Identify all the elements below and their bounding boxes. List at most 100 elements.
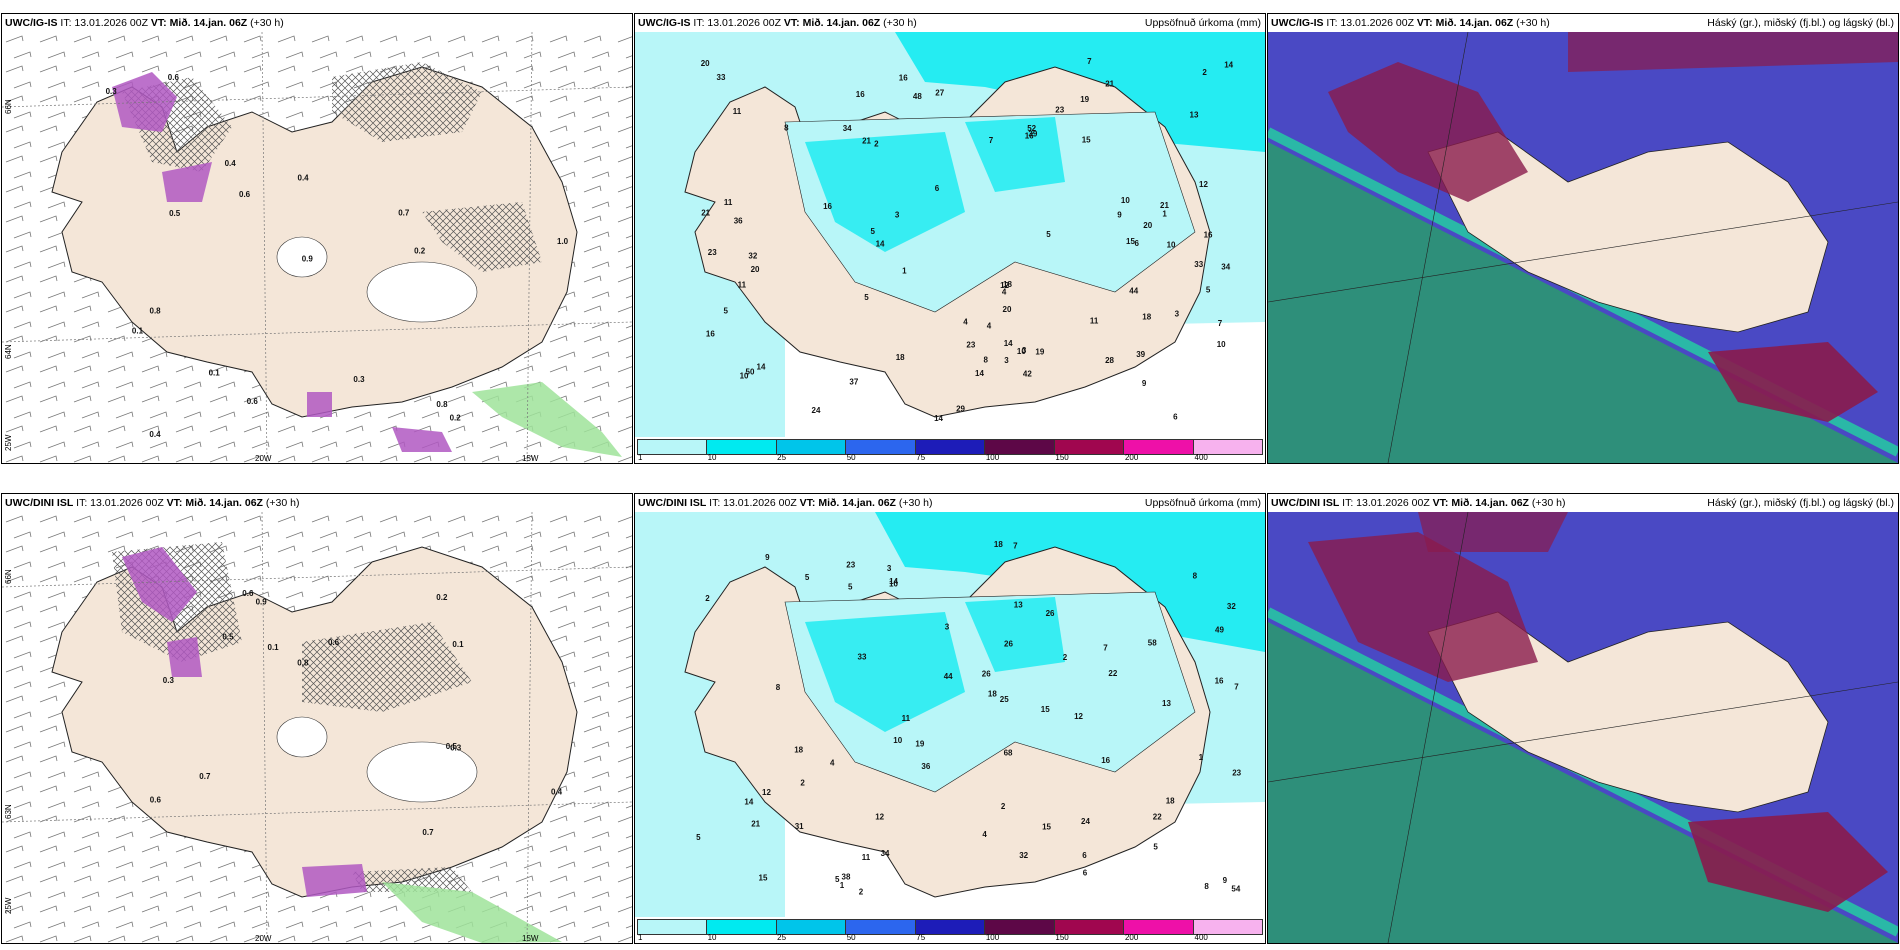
map-value-label: 14 — [876, 239, 885, 248]
map-value-label: 14 — [975, 369, 984, 378]
map-value-label: 0.5 — [222, 633, 234, 642]
map-value-label: 11 — [1090, 317, 1099, 326]
map-value-label: 15 — [1042, 823, 1051, 832]
legend-tick-label: 50 — [846, 933, 856, 942]
map-value-label: 0.6 — [150, 795, 162, 804]
map-value-label: 0.6 — [328, 638, 340, 647]
model-name: UWC/IG-IS — [5, 17, 58, 29]
init-time: IT: 13.01.2026 00Z — [693, 17, 781, 29]
map-value-label: 6 — [1083, 868, 1088, 877]
map-value-label: 58 — [1148, 639, 1157, 648]
init-time: IT: 13.01.2026 00Z — [709, 497, 797, 509]
map-value-label: 52 — [1027, 124, 1036, 133]
legend-swatch — [985, 920, 1055, 934]
map-value-label: 48 — [913, 92, 922, 101]
map-value-label: 0.6 — [242, 589, 254, 598]
map-value-label: 21 — [1105, 80, 1114, 89]
map-value-label: 7 — [1218, 319, 1223, 328]
map-value-label: 22 — [1108, 669, 1117, 678]
map-value-label: 12 — [1074, 712, 1083, 721]
map-value-label: 13 — [1014, 601, 1023, 610]
map-value-label: 18 — [1003, 280, 1012, 289]
map-value-label: 1 — [902, 267, 907, 276]
map-value-label: 4 — [987, 321, 992, 330]
map-value-label: 5 — [1206, 285, 1211, 294]
legend-swatch — [985, 440, 1055, 454]
legend-swatch — [776, 440, 847, 454]
map-value-label: 0.8 — [150, 306, 162, 315]
map-value-label: 15 — [1082, 135, 1091, 144]
map-value-label: 0.6 — [168, 73, 180, 82]
map-value-label: 33 — [858, 652, 867, 661]
map-value-label: 5 — [835, 875, 840, 884]
map-value-label: 14 — [1004, 339, 1013, 348]
map-value-label: 9 — [1223, 876, 1228, 885]
map-value-label: 0.4 — [298, 174, 310, 183]
map-value-label: 15 — [1126, 237, 1135, 246]
map-value-label: 0.6 — [239, 190, 251, 199]
valid-time: VT: Mið. 14.jan. 06Z — [783, 17, 881, 29]
valid-time: VT: Mið. 14.jan. 06Z — [799, 497, 896, 509]
precip-title: Uppsöfnuð úrkoma (mm) — [1144, 497, 1261, 509]
legend-tick-label: 400 — [1194, 933, 1208, 942]
map-value-label: 10 — [889, 580, 898, 589]
map-value-label: 29 — [956, 404, 965, 413]
map-value-label: 0.3 — [163, 676, 175, 685]
map-value-label: 8 — [1204, 882, 1209, 891]
map-value-label: 2 — [1063, 653, 1068, 662]
legend-tick-label: 75 — [916, 453, 926, 462]
map-value-label: 3 — [1022, 346, 1027, 355]
map-value-label: 2 — [705, 594, 710, 603]
lead-time: (+30 h) — [898, 497, 933, 509]
map-value-label: 6 — [1082, 851, 1087, 860]
wind-map-header: UWC/DINI ISL IT: 13.01.2026 00Z VT: Mið.… — [2, 494, 632, 512]
map-value-label: 16 — [899, 74, 908, 83]
map-value-label: 0.5 — [446, 742, 458, 751]
map-value-label: 5 — [805, 573, 810, 582]
map-value-label: 19 — [1035, 348, 1044, 357]
map-value-label: 2 — [874, 139, 879, 148]
legend-tick-label: 150 — [1055, 453, 1069, 462]
map-value-label: 3 — [1175, 309, 1180, 318]
map-value-label: 18 — [794, 745, 803, 754]
map-value-label: 11 — [738, 281, 747, 290]
map-value-label: 1 — [1162, 210, 1167, 219]
map-value-label: 12 — [1000, 281, 1009, 290]
map-value-label: 12 — [762, 788, 771, 797]
map-value-label: 7 — [1103, 644, 1108, 653]
legend-swatch — [846, 920, 916, 934]
legend-swatch — [1124, 920, 1194, 934]
legend-swatch — [915, 440, 986, 454]
wind-map-panel-top: UWC/IG-IS IT: 13.01.2026 00Z VT: Mið. 14… — [1, 13, 633, 464]
map-value-label: 38 — [842, 872, 851, 881]
map-value-label: 0.9 — [256, 597, 268, 606]
init-time: IT: 13.01.2026 00Z — [60, 17, 148, 29]
map-value-label: 5 — [871, 227, 876, 236]
map-value-label: 15 — [759, 873, 768, 882]
map-value-label: 7 — [1234, 683, 1239, 692]
map-value-label: 3 — [945, 622, 950, 631]
legend-tick-label: 200 — [1124, 933, 1139, 942]
map-value-label: 32 — [1227, 602, 1236, 611]
map-value-label: 23 — [1232, 769, 1241, 778]
map-value-label: 14 — [757, 362, 766, 371]
map-value-label: 7 — [1087, 57, 1092, 66]
init-time: IT: 13.01.2026 00Z — [1342, 497, 1430, 509]
map-value-label: 0.2 — [436, 593, 448, 602]
precip-map-header: UWC/IG-IS IT: 13.01.2026 00Z VT: Mið. 14… — [635, 14, 1265, 32]
cloud-map-header: UWC/IG-IS IT: 13.01.2026 00Z VT: Mið. 14… — [1268, 14, 1898, 32]
map-value-label: 26 — [1004, 640, 1013, 649]
map-value-label: 25 — [1000, 695, 1009, 704]
map-value-label: 14 — [744, 798, 753, 807]
lon-label-25: 25W — [4, 897, 13, 914]
map-value-label: 2 — [859, 887, 864, 896]
legend-tick-label: 25 — [777, 933, 787, 942]
legend-swatch — [707, 920, 777, 934]
wind-map: 0.2 0.6 0.7 0.4 0.3 0.9 0.1 0.6 0.3 0.8 0.5 0.5 0.6 0… — [2, 512, 632, 943]
map-value-label: 36 — [734, 216, 743, 225]
model-name: UWC/IG-IS — [638, 17, 691, 29]
map-value-label: 33 — [1194, 260, 1203, 269]
map-value-label: 8 — [984, 356, 989, 365]
map-value-label: 5 — [864, 293, 869, 302]
map-value-label: 0.4 — [225, 159, 237, 168]
